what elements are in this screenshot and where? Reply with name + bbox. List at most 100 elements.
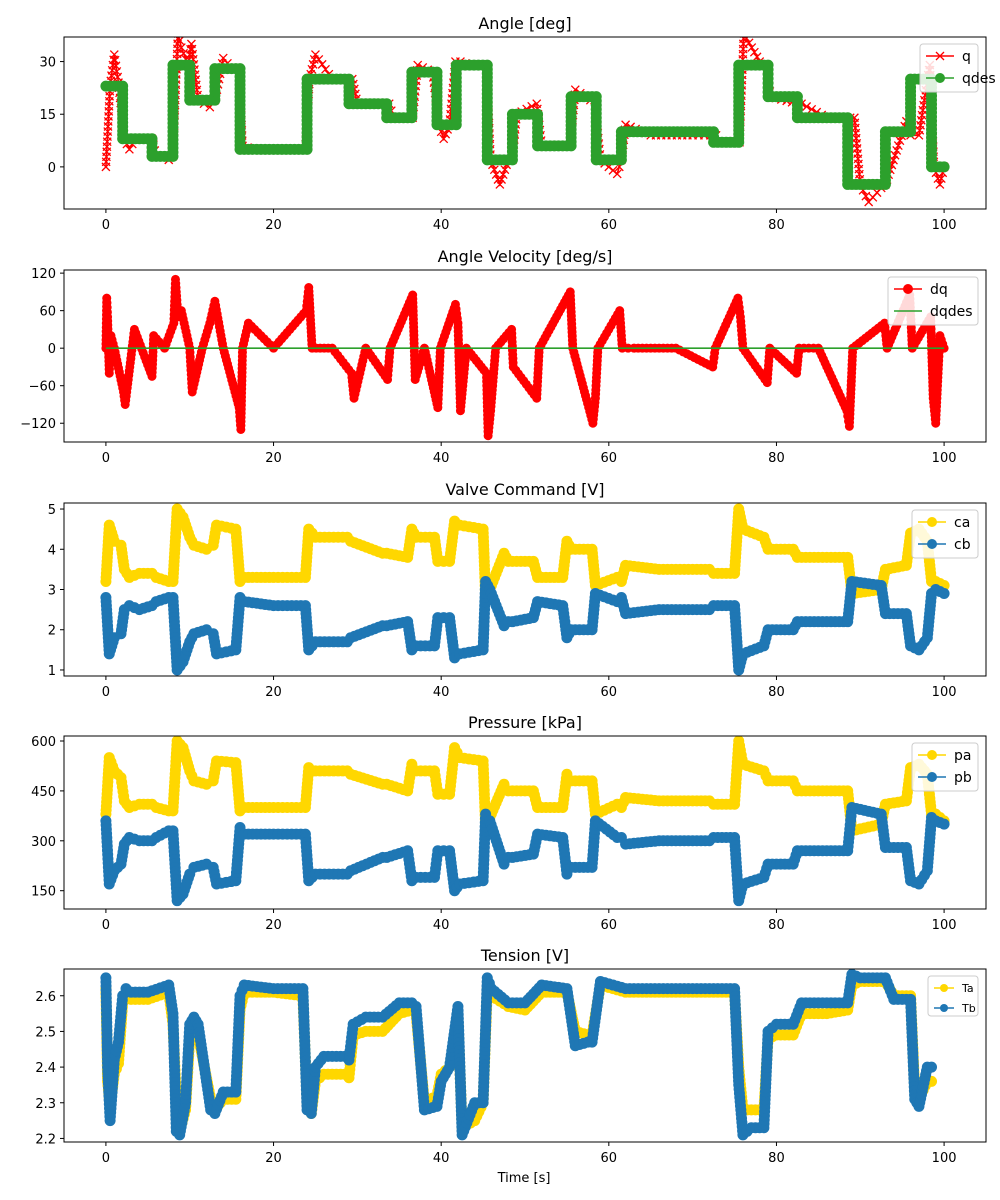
legend-label-cb: cb bbox=[954, 537, 971, 553]
axes-frame-velocity bbox=[63, 269, 987, 443]
x-tick-label: 60 bbox=[601, 1151, 618, 1166]
data-point-q bbox=[749, 47, 759, 57]
data-point-q bbox=[747, 43, 757, 52]
legend-pressure: pa pb bbox=[911, 742, 979, 792]
data-point-q bbox=[175, 37, 185, 45]
data-point-qdes bbox=[938, 161, 950, 173]
y-tick-label: 60 bbox=[39, 305, 56, 320]
legend-marker-q bbox=[935, 51, 945, 61]
plot-area-angle bbox=[100, 37, 950, 207]
y-tick-label: 2 bbox=[48, 624, 56, 639]
legend-label-Tb: Tb bbox=[961, 1002, 976, 1015]
data-point-q bbox=[890, 150, 900, 160]
legend-marker-ca bbox=[927, 517, 937, 527]
x-tick-label: 20 bbox=[265, 685, 282, 700]
legend-marker-Tb bbox=[940, 1004, 948, 1012]
x-tick-label: 80 bbox=[768, 218, 785, 233]
legend-label-dq: dq bbox=[930, 282, 948, 298]
x-tick-label: 0 bbox=[102, 918, 110, 933]
data-point-q bbox=[893, 141, 903, 151]
data-point-q bbox=[500, 165, 510, 175]
chart-title-valve: Valve Command [V] bbox=[445, 480, 604, 499]
series-ca bbox=[100, 503, 950, 604]
y-tick-label: 0 bbox=[48, 342, 56, 357]
data-point-q bbox=[889, 155, 898, 165]
chart-title-angle: Angle [deg] bbox=[478, 14, 571, 33]
x-tick-label: 60 bbox=[601, 685, 618, 700]
x-tick-label: 20 bbox=[265, 218, 282, 233]
x-tick-label: 80 bbox=[768, 451, 785, 466]
y-tick-label: −120 bbox=[20, 417, 56, 432]
x-tick-label: 80 bbox=[768, 1151, 785, 1166]
data-point-q bbox=[176, 43, 186, 52]
legend-box bbox=[927, 975, 979, 1017]
y-tick-label: 3 bbox=[48, 584, 56, 599]
data-point-q bbox=[752, 52, 762, 62]
x-tick-label: 0 bbox=[102, 451, 110, 466]
y-tick-label: 15 bbox=[39, 108, 56, 123]
data-point-pb bbox=[938, 818, 950, 830]
y-tick-label: 1 bbox=[48, 664, 56, 679]
legend-marker-cb bbox=[927, 539, 937, 549]
y-tick-label: −60 bbox=[29, 380, 56, 395]
data-point-q bbox=[892, 145, 902, 155]
data-point-q bbox=[741, 37, 751, 43]
data-point-q bbox=[317, 59, 327, 69]
data-point-q bbox=[807, 104, 817, 114]
axes-frame-angle bbox=[63, 36, 987, 210]
data-point-cb bbox=[938, 588, 950, 600]
y-tick-label: 2.2 bbox=[35, 1132, 56, 1147]
data-point-Tb bbox=[926, 1061, 938, 1073]
y-tick-label: 2.4 bbox=[35, 1061, 56, 1076]
x-tick-label: 0 bbox=[102, 1151, 110, 1166]
data-point-q bbox=[218, 53, 228, 63]
data-point-q bbox=[314, 55, 324, 64]
chart-title-pressure: Pressure [kPa] bbox=[468, 713, 582, 732]
y-tick-label: 30 bbox=[39, 56, 56, 71]
x-tick-label: 60 bbox=[601, 918, 618, 933]
data-point-q bbox=[612, 169, 622, 179]
x-tick-label: 40 bbox=[433, 451, 450, 466]
series-pa bbox=[100, 736, 950, 837]
x-tick-label: 40 bbox=[433, 218, 450, 233]
x-tick-label: 40 bbox=[433, 918, 450, 933]
legend-marker-dq bbox=[903, 284, 913, 294]
data-point-q bbox=[441, 129, 451, 139]
series-Tb bbox=[100, 969, 938, 1141]
y-tick-label: 4 bbox=[48, 543, 56, 558]
x-tick-label: 40 bbox=[433, 1151, 450, 1166]
series-line-qdes bbox=[105, 64, 945, 186]
x-tick-label: 0 bbox=[102, 685, 110, 700]
series-dq bbox=[101, 274, 949, 441]
y-tick-label: 300 bbox=[31, 835, 56, 850]
data-point-q bbox=[439, 134, 449, 144]
series-qdes bbox=[100, 59, 950, 190]
plot-area-tension bbox=[100, 969, 938, 1141]
data-point-q bbox=[861, 191, 871, 201]
legend-velocity: dq dqdes bbox=[887, 276, 979, 326]
x-tick-label: 80 bbox=[768, 918, 785, 933]
legend-label-pa: pa bbox=[954, 748, 971, 764]
y-tick-label: 120 bbox=[31, 267, 56, 282]
legend-label-pb: pb bbox=[954, 770, 972, 786]
data-point-q bbox=[933, 174, 943, 184]
plot-area-valve bbox=[100, 503, 950, 676]
x-tick-label: 60 bbox=[601, 218, 618, 233]
series-pb bbox=[100, 802, 950, 907]
panel-pressure: Pressure [kPa]0 20 40 60 80 100150300450600pa… bbox=[31, 713, 987, 933]
legend-label-q: q bbox=[962, 49, 971, 65]
axes-frame-pressure bbox=[63, 735, 987, 910]
legend-label-dqdes: dqdes bbox=[930, 304, 973, 320]
x-tick-label: 100 bbox=[932, 218, 957, 233]
data-point-q bbox=[495, 179, 505, 189]
data-point-q bbox=[124, 144, 134, 154]
legend-marker-qdes bbox=[935, 73, 945, 83]
y-tick-label: 5 bbox=[48, 503, 56, 518]
chart-title-tension: Tension [V] bbox=[480, 946, 569, 965]
x-tick-label: 20 bbox=[265, 451, 282, 466]
